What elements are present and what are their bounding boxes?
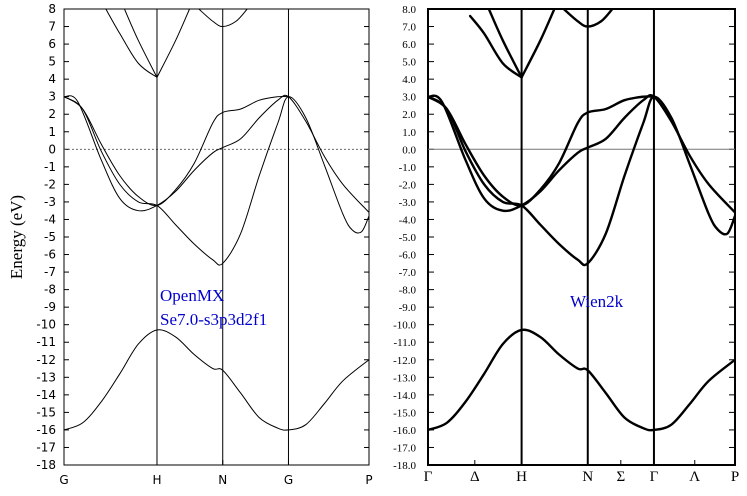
band-line — [487, 9, 523, 79]
y-tick-label: 3 — [48, 90, 56, 104]
y-tick-label: 7 — [48, 20, 56, 34]
band-line — [428, 95, 656, 207]
y-tick-label: 8.0 — [402, 4, 416, 16]
y-tick-label: 5 — [48, 55, 56, 69]
band-line — [105, 9, 158, 78]
y-tick-label: -5 — [44, 230, 56, 244]
plot-frame — [63, 8, 370, 466]
y-tick-label: -8.0 — [399, 285, 417, 297]
band-line — [123, 9, 158, 78]
y-tick-label: -9 — [44, 300, 56, 314]
y-tick-label: -9.0 — [399, 302, 417, 314]
y-tick-label: -13.0 — [393, 372, 416, 384]
panel-annotation: OpenMX — [160, 286, 224, 305]
y-tick-label: 2.0 — [402, 109, 416, 121]
y-tick-label: 0 — [48, 142, 56, 156]
panel-annotation: Wien2k — [570, 292, 624, 311]
y-tick-label: 5.0 — [402, 57, 416, 69]
kpoint-label: H — [516, 469, 527, 485]
kpoint-label: H — [152, 473, 161, 487]
y-tick-label: 1.0 — [402, 127, 416, 139]
y-tick-label: -7 — [44, 265, 56, 279]
y-tick-label: -3.0 — [399, 197, 417, 209]
y-tick-label: -14 — [36, 388, 56, 402]
y-tick-label: -4.0 — [399, 214, 417, 226]
wien2k-band-panel: 8.0 7.0 6.0 5.0 4.0 3.0 2.0 1.0 0.0 -1.0 -2.0 -3.0 -… — [393, 4, 739, 485]
y-tick-label: 7.0 — [402, 22, 416, 34]
y-tick-label: 6 — [48, 37, 56, 51]
y-axis-title: Energy (eV) — [7, 195, 26, 279]
band-line — [520, 9, 556, 79]
kpoint-label: N — [582, 469, 593, 485]
kpoint-label: G — [59, 473, 68, 487]
y-tick-label: 1 — [48, 125, 56, 139]
y-tick-label: -6.0 — [399, 250, 417, 262]
y-tick-label: -7.0 — [399, 267, 417, 279]
kpoint-label: Γ — [650, 469, 659, 485]
plot-frame — [427, 8, 736, 466]
y-tick-label: 4.0 — [402, 74, 416, 86]
y-tick-label: -16.0 — [393, 425, 416, 437]
y-tick-label: -1.0 — [399, 162, 417, 174]
band-curves — [64, 9, 369, 431]
y-tick-label: -18 — [36, 458, 56, 472]
band-line — [198, 9, 248, 28]
y-tick-label: -3 — [44, 195, 56, 209]
band-line — [562, 9, 614, 28]
band-line — [428, 94, 735, 214]
kpoint-label: N — [218, 473, 227, 487]
band-line — [428, 328, 735, 432]
y-tick-label: -12.0 — [393, 355, 416, 367]
y-tick-label: -8 — [44, 283, 56, 297]
band-line — [468, 14, 523, 79]
y-tick-label: -13 — [36, 370, 56, 384]
panel-annotation: Se7.0-s3p3d2f1 — [160, 310, 267, 329]
kpoint-label: Δ — [470, 469, 480, 485]
y-tick-label: -16 — [36, 423, 56, 437]
band-line — [64, 96, 369, 266]
y-tick-label: -15.0 — [393, 407, 416, 419]
band-line — [156, 9, 191, 78]
y-tick-label: -4 — [44, 212, 56, 226]
y-tick-label: -1 — [44, 160, 56, 174]
y-tick-label: -11.0 — [393, 337, 416, 349]
y-tick-label: -10.0 — [393, 320, 416, 332]
kpoint-label: P — [365, 473, 372, 487]
band-curves — [428, 9, 735, 432]
y-tick-label: 8 — [48, 2, 56, 16]
y-tick-label: -2 — [44, 177, 56, 191]
y-tick-label: 3.0 — [402, 92, 416, 104]
openmx-band-panel: 8 7 6 5 4 3 2 1 0 -1 -2 -3 -4 -5 -6 -7 -8 -9 -10 -11 -12 -13 -… — [7, 2, 373, 487]
y-tick-label: 2 — [48, 107, 56, 121]
y-tick-label: -10 — [36, 318, 56, 332]
kpoint-label: Λ — [689, 469, 700, 485]
y-tick-label: -11 — [36, 335, 56, 349]
y-tick-label: 6.0 — [402, 39, 416, 51]
band-line — [64, 329, 369, 431]
y-tick-label: -6 — [44, 248, 56, 262]
band-line — [64, 94, 369, 213]
y-tick-label: -12 — [36, 353, 56, 367]
y-tick-label: -17 — [36, 440, 56, 454]
kpoint-label: P — [731, 469, 739, 485]
band-line — [428, 95, 735, 267]
kpoint-label: Σ — [616, 469, 625, 485]
y-tick-label: 0.0 — [402, 144, 416, 156]
kpoint-label: G — [284, 473, 293, 487]
band-line — [64, 95, 289, 207]
y-tick-label: -14.0 — [393, 390, 416, 402]
y-tick-label: -18.0 — [393, 460, 416, 472]
y-tick-label: -15 — [36, 405, 56, 419]
y-tick-label: -5.0 — [399, 232, 417, 244]
y-tick-label: 4 — [48, 72, 56, 86]
y-tick-label: -17.0 — [393, 442, 416, 454]
y-tick-label: -2.0 — [399, 179, 417, 191]
kpoint-label: Γ — [424, 469, 433, 485]
